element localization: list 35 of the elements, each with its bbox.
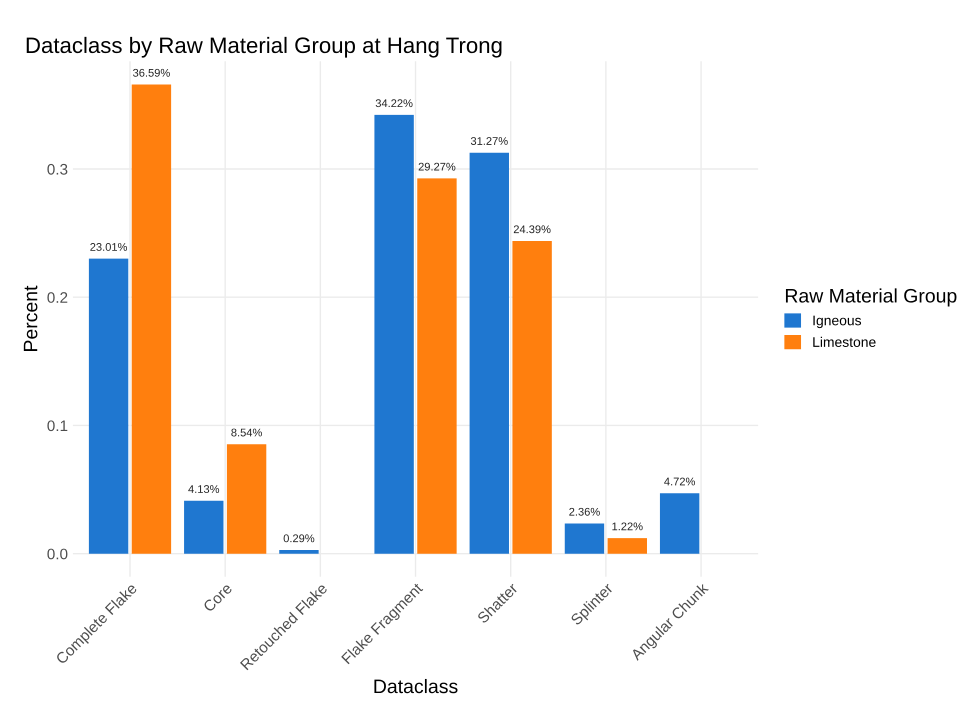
bar (374, 114, 414, 554)
bar (279, 550, 319, 554)
data-label: 4.13% (188, 485, 220, 494)
data-label: 4.72% (664, 478, 695, 486)
bar (417, 178, 457, 554)
y-tick-label: 0.0 (47, 548, 68, 560)
data-label: 0.29% (284, 534, 314, 542)
bar (608, 538, 647, 554)
data-label: 29.27% (418, 162, 456, 171)
bar (660, 493, 700, 554)
data-label: 8.54% (231, 428, 262, 436)
bar (564, 523, 604, 554)
bar (184, 500, 224, 554)
y-tick-label: 0.1 (47, 420, 68, 432)
bar (88, 258, 128, 554)
data-label: 24.39% (514, 225, 551, 234)
data-label: 34.22% (376, 99, 413, 108)
chart-title: Dataclass by Raw Material Group at Hang Trong (26, 36, 502, 58)
data-label: 1.22% (612, 522, 643, 530)
y-tick-label: 0.2 (47, 292, 68, 303)
bar (226, 444, 266, 554)
data-label: 36.59% (133, 68, 170, 77)
data-label: 31.27% (470, 137, 508, 145)
bar (512, 240, 552, 554)
data-label: 2.36% (569, 508, 600, 516)
bar (470, 152, 509, 554)
legend-title: Raw Material Group (786, 288, 956, 306)
x-axis-title: Dataclass (374, 678, 458, 694)
legend-label: Igneous (813, 316, 862, 328)
legend-label: Limestone (813, 336, 876, 347)
y-axis-title: Percent (24, 286, 38, 351)
bar (132, 84, 172, 554)
data-label: 23.01% (90, 243, 128, 251)
x-tick-label: Core (202, 582, 233, 612)
y-tick-label: 0.3 (47, 164, 68, 175)
